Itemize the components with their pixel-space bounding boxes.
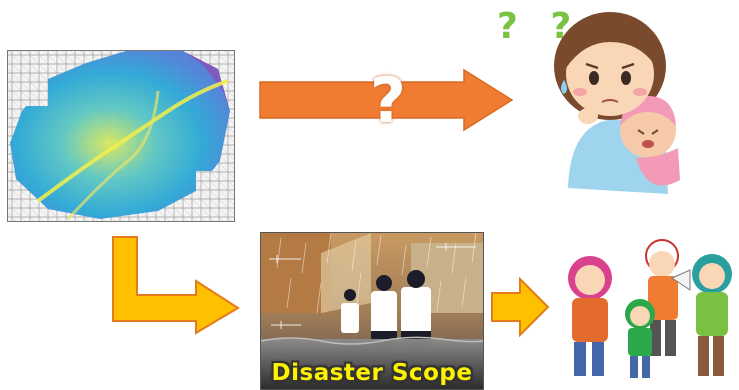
hazard-map-graphic [8,51,234,221]
child-figure [625,299,655,378]
orange-arrow-shape [259,68,514,132]
right-arrow [490,277,550,337]
hazard-map [7,50,235,222]
flood-photo-graphic [261,233,483,389]
arrow-question-mark: ? [370,64,406,137]
disaster-scope-caption: Disaster Scope [271,360,473,386]
question-marks: ? ? [497,6,582,47]
question-arrow: ? [258,64,516,137]
confused-mother-with-baby [548,8,688,198]
family-illustration [568,239,732,378]
right-arrow-shape [491,277,550,337]
evacuating-family [562,236,738,386]
man-figure [645,239,691,356]
mother-illustration [554,12,680,194]
older-woman-figure [692,254,732,376]
l-arrow-shape [112,236,240,335]
l-shaped-arrow [110,235,242,335]
ar-flood-photo: Disaster Scope [260,232,484,390]
woman-figure [568,256,612,376]
